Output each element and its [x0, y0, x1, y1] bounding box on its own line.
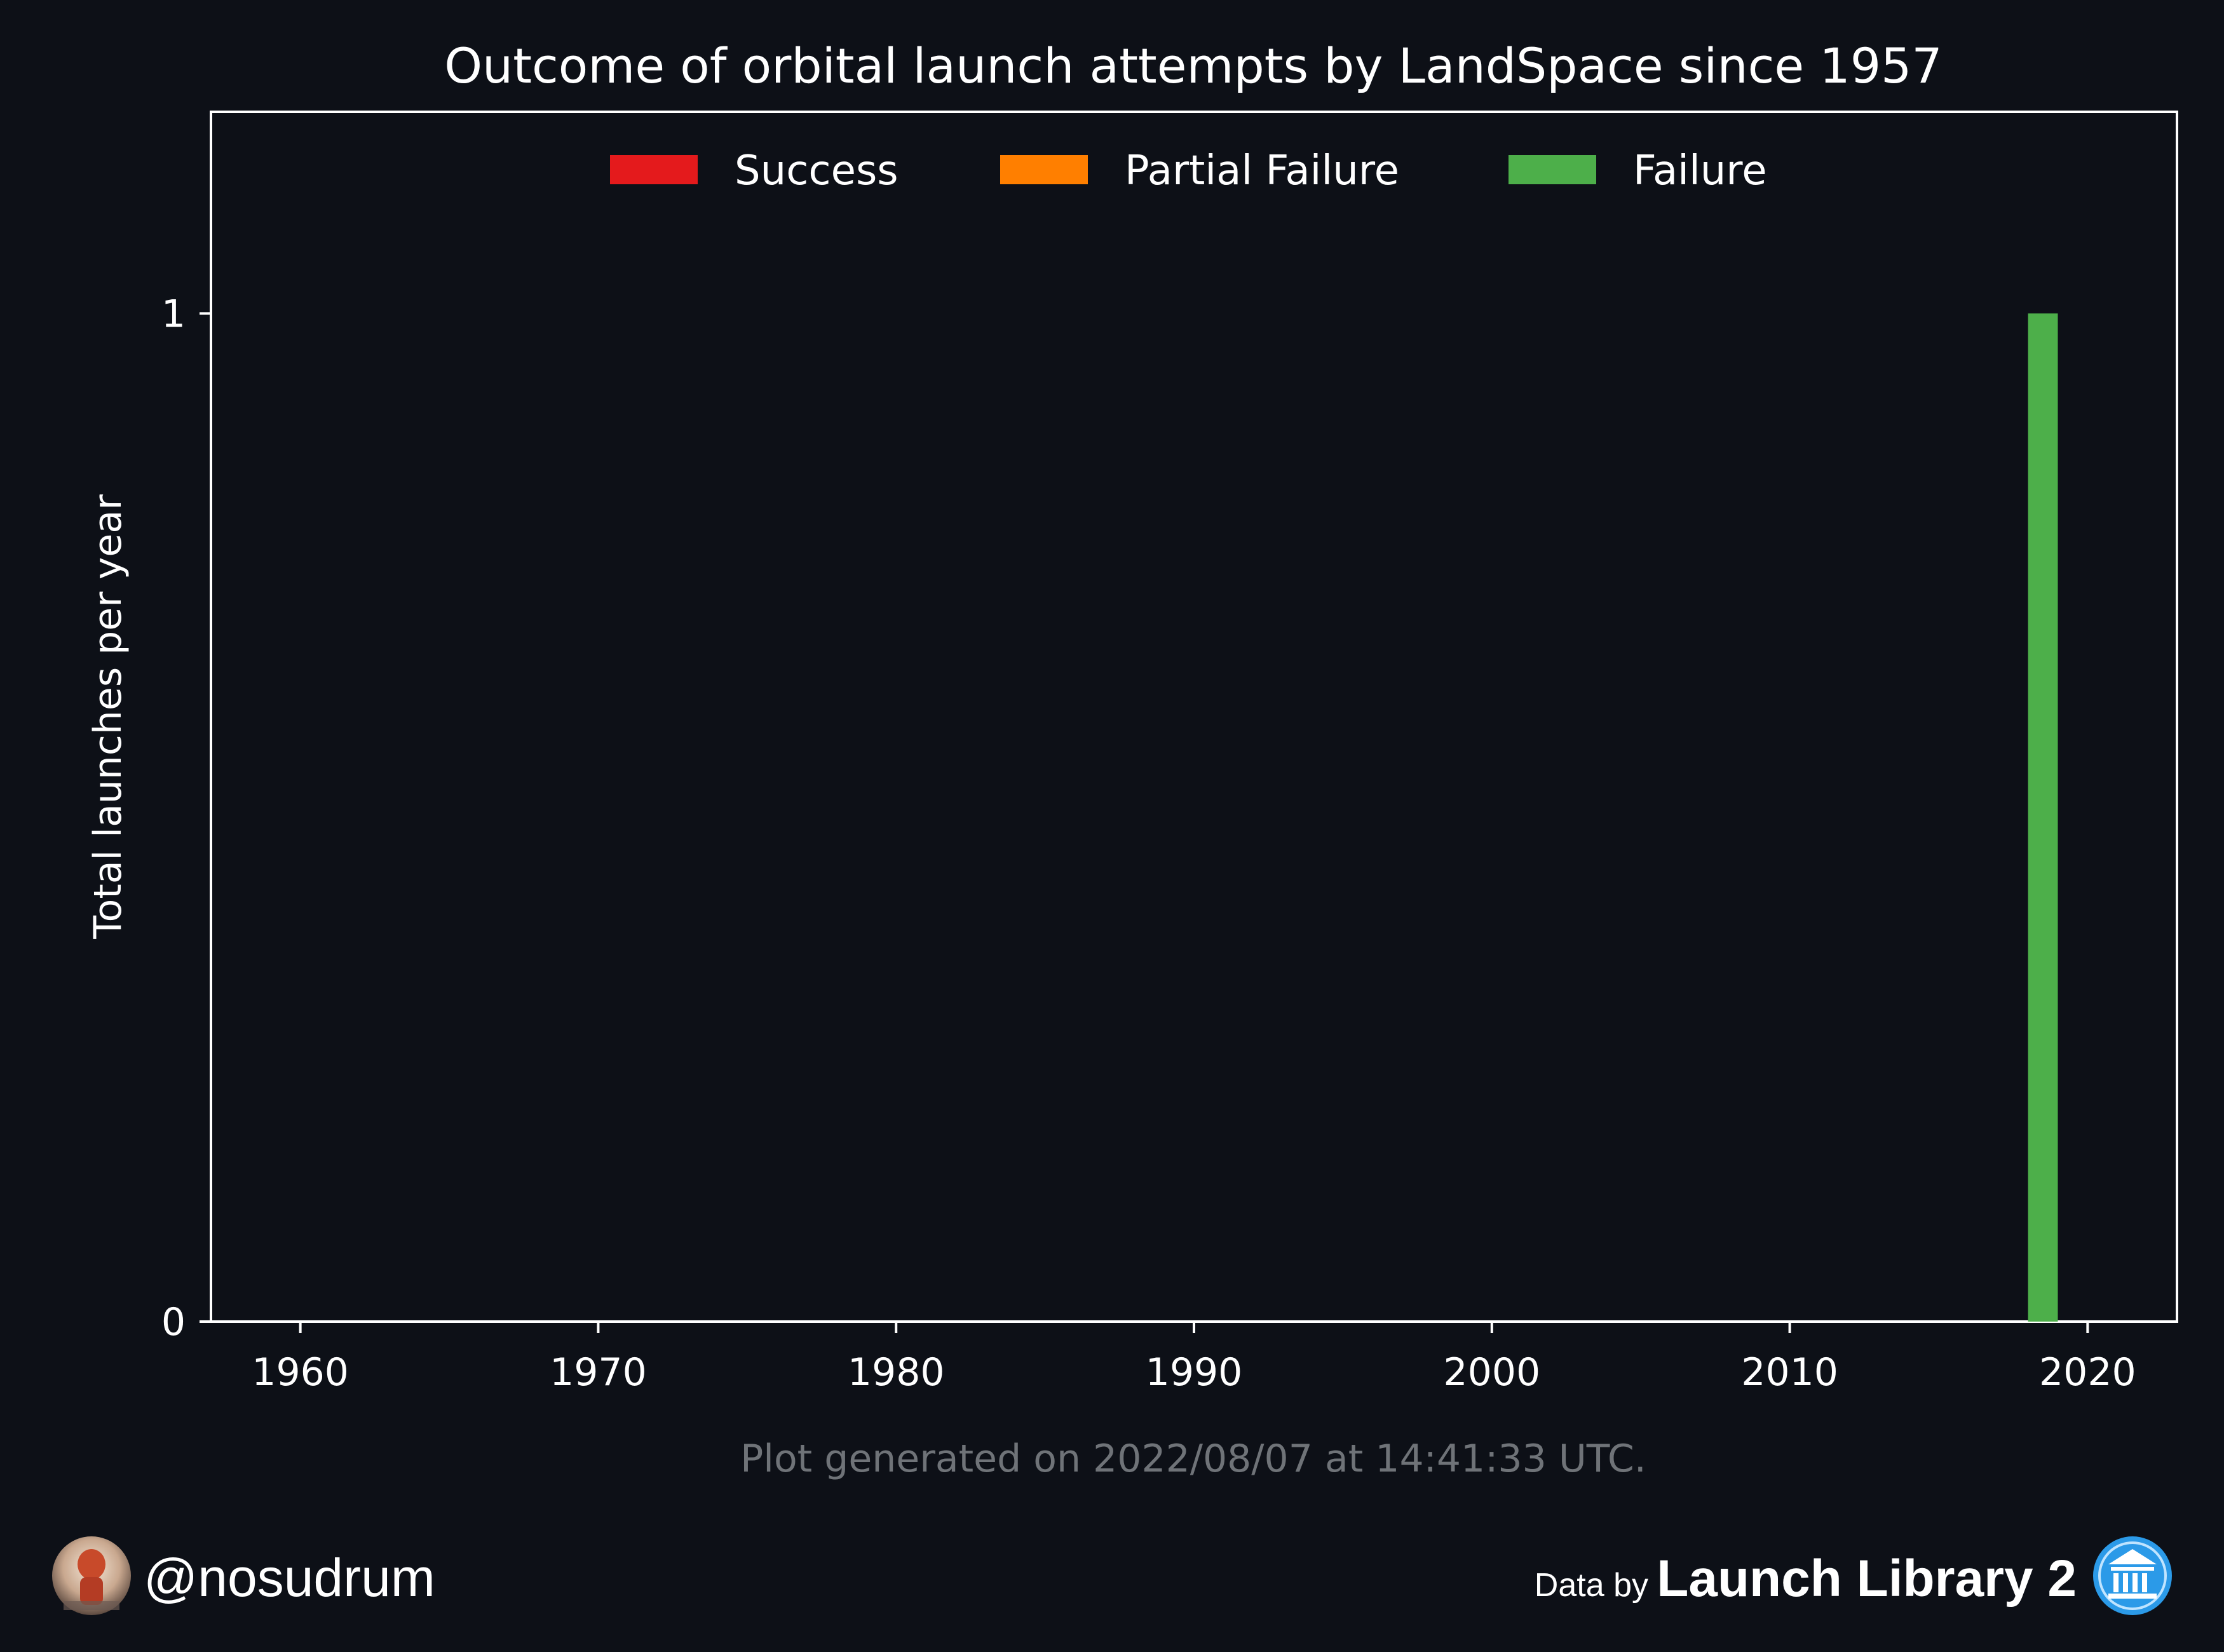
y-axis-ticks: 01 — [161, 292, 211, 1344]
legend-label-success: Success — [735, 147, 898, 194]
y-axis-label: Total launches per year — [86, 494, 130, 940]
generated-timestamp: Plot generated on 2022/08/07 at 14:41:33… — [740, 1437, 1646, 1481]
x-tick-label: 1960 — [252, 1350, 349, 1395]
x-tick-label: 2000 — [1443, 1350, 1540, 1395]
x-axis-ticks: 1960 1970 1980 1990 2000 2010 2020 — [252, 1322, 2136, 1395]
x-tick-label: 2010 — [1741, 1350, 1838, 1395]
bar-series — [2028, 313, 2058, 1322]
x-tick-label: 1970 — [550, 1350, 647, 1395]
data-source-name: Launch Library 2 — [1657, 1550, 2077, 1608]
legend-swatch-success — [610, 155, 698, 184]
legend-swatch-partial-failure — [1000, 155, 1088, 184]
y-tick-label: 1 — [161, 292, 186, 336]
chart-title: Outcome of orbital launch attempts by La… — [444, 37, 1943, 94]
astronaut-avatar-icon — [52, 1536, 131, 1615]
launch-library-logo-icon — [2093, 1536, 2172, 1615]
x-tick-label: 1990 — [1146, 1350, 1243, 1395]
legend: Success Partial Failure Failure — [610, 147, 1767, 194]
y-tick-label: 0 — [161, 1300, 186, 1344]
x-tick-label: 1980 — [848, 1350, 945, 1395]
plot-area — [210, 111, 2178, 1323]
legend-label-failure: Failure — [1633, 147, 1767, 194]
legend-swatch-failure — [1509, 155, 1596, 184]
legend-label-partial-failure: Partial Failure — [1125, 147, 1399, 194]
data-by-label: Data by — [1535, 1567, 1648, 1604]
bar-failure — [2028, 313, 2058, 1322]
x-tick-label: 2020 — [2039, 1350, 2136, 1395]
author-handle: @nosudrum — [144, 1548, 435, 1608]
